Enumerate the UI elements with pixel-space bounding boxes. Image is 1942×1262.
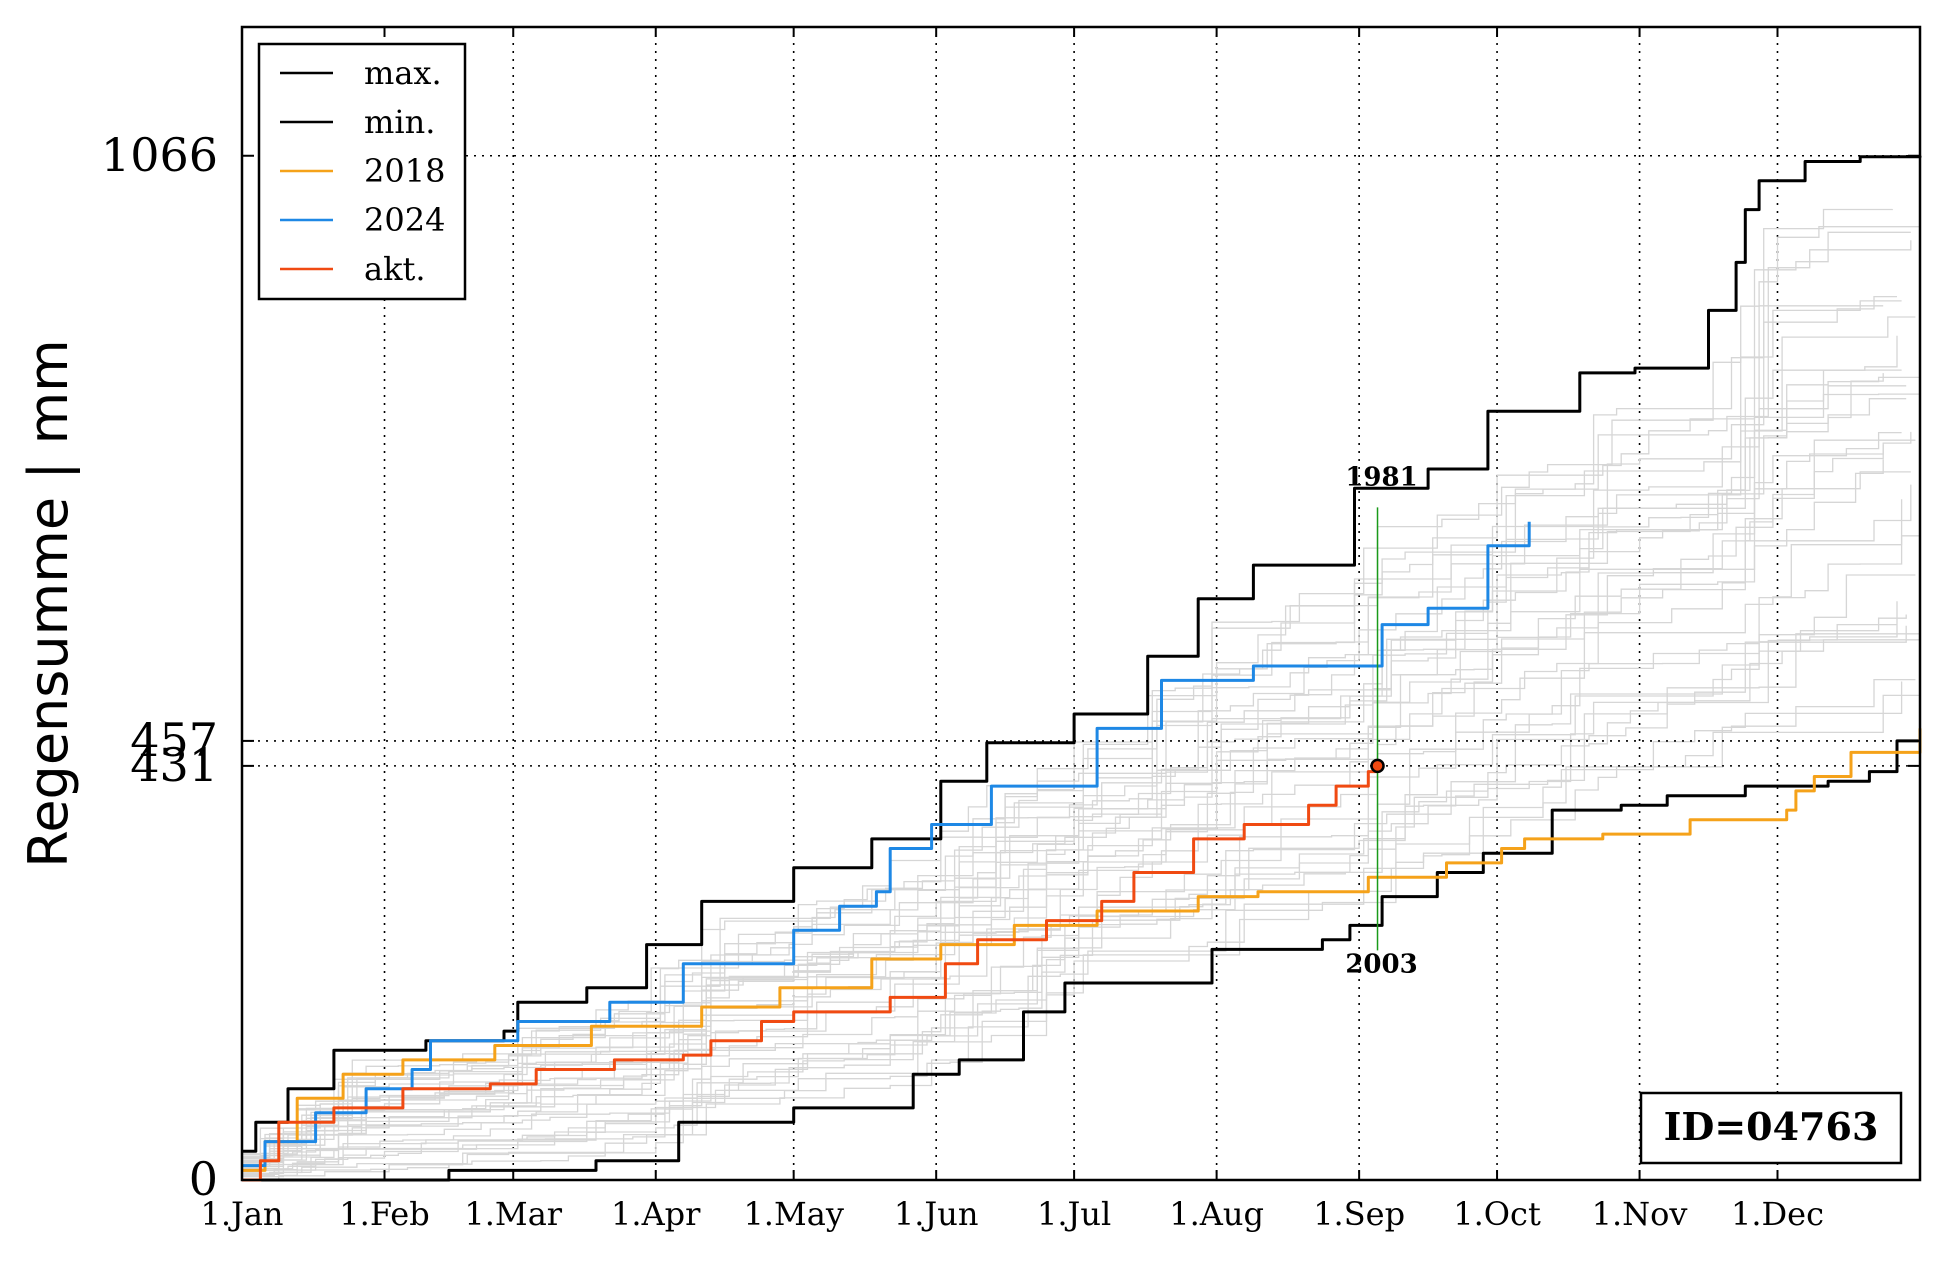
x-tick-label: 1.May [743, 1195, 843, 1233]
x-tick-label: 1.Mar [464, 1195, 562, 1233]
y-tick-label: 0 [189, 1152, 218, 1206]
historical-year-line [242, 444, 1884, 1167]
historical-year-line [242, 226, 1920, 1156]
y-tick-label: 457 [130, 713, 218, 767]
x-tick-label: 1.Jul [1037, 1195, 1111, 1233]
historical-year-line [242, 599, 1921, 1177]
x-tick-label: 1.Apr [611, 1195, 701, 1233]
x-tick-label: 1.Nov [1592, 1195, 1688, 1233]
historical-year-line [242, 459, 1884, 1167]
series-line-akt [242, 765, 1379, 1182]
historical-year-line [242, 623, 1897, 1173]
station-id-box: ID=04763 [1639, 1091, 1903, 1165]
axis-ticks: 1.Jan 1.Feb 1.Mar 1.Apr 1.May 1.Jun 1.Jul 1.Aug… [101, 27, 1920, 1233]
plot-frame [240, 25, 1922, 1182]
historical-year-line [242, 614, 1907, 1176]
x-tick-label: 1.Dec [1731, 1195, 1824, 1233]
x-tick-label: 1.Feb [339, 1195, 429, 1233]
reference-lines [242, 154, 1920, 767]
historical-year-line [242, 305, 1884, 1160]
historical-year-line [242, 681, 1903, 1178]
historical-year-line [242, 295, 1897, 1159]
historical-year-line [242, 431, 1902, 1167]
annotation-label: 1981 [1345, 462, 1417, 492]
legend-label: min. [364, 103, 435, 141]
historical-background-series [242, 208, 1921, 1180]
historical-year-line [242, 601, 1898, 1177]
current-value-marker [1370, 758, 1385, 774]
grid-lines [383, 27, 1779, 1180]
series-line-2024 [242, 521, 1531, 1168]
historical-year-line [242, 373, 1884, 1164]
x-tick-label: 1.Sep [1313, 1195, 1405, 1233]
historical-year-line [242, 471, 1911, 1167]
legend: max. min. 2018 2024 akt. [257, 42, 467, 301]
id-box-frame [1639, 1091, 1903, 1165]
series-line-min [242, 739, 1920, 1182]
historical-year-line [242, 300, 1902, 1160]
y-tick-label: 1066 [101, 128, 218, 182]
historical-year-line [242, 608, 1921, 1176]
id-label: ID=04763 [1664, 1104, 1879, 1149]
historical-year-line [242, 231, 1911, 1158]
annotations: 1981 2003 [1345, 462, 1417, 979]
legend-label: akt. [364, 250, 426, 288]
historical-year-line [242, 484, 1912, 1170]
x-tick-label: 1.Jun [894, 1195, 979, 1233]
series-line-max [242, 155, 1922, 1153]
legend-label: 2024 [364, 201, 445, 239]
y-tick-label: 431 [130, 738, 218, 792]
x-tick-label: 1.Jan [200, 1195, 283, 1233]
series-line-2018 [242, 728, 1922, 1172]
historical-year-line [242, 208, 1894, 1155]
historical-year-line [242, 316, 1916, 1160]
x-tick-label: 1.Oct [1453, 1195, 1541, 1233]
x-tick-label: 1.Aug [1169, 1195, 1264, 1233]
legend-label: max. [364, 54, 442, 92]
historical-year-line [242, 335, 1898, 1162]
historical-year-line [242, 499, 1903, 1169]
y-axis-label: Regensumme | mm [17, 339, 80, 868]
historical-year-line [242, 431, 1912, 1167]
legend-label: 2018 [364, 152, 445, 190]
historical-year-line [242, 240, 1912, 1157]
historical-year-line [242, 369, 1902, 1162]
annotation-label: 2003 [1345, 949, 1417, 979]
historical-year-line [242, 574, 1916, 1174]
series-lines [242, 155, 1922, 1182]
historical-year-line [242, 694, 1920, 1180]
